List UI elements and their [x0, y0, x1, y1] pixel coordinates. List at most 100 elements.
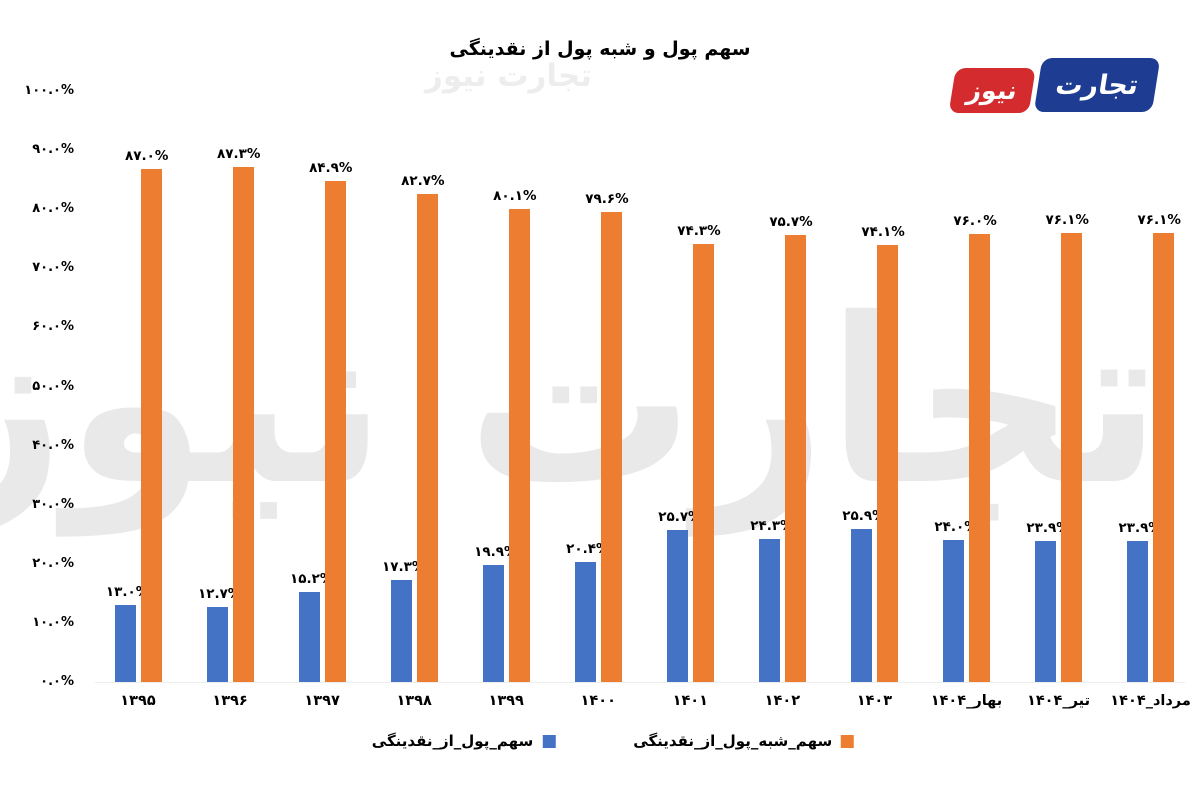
bar-value-label: ۲۴.۰% — [934, 519, 978, 536]
bar-quasi-money: ۸۷.۳% — [217, 146, 260, 682]
bar-column: ۸۲.۷% — [401, 92, 444, 682]
bar-value-label: ۸۴.۹% — [309, 160, 353, 177]
bar-column: ۲۵.۹% — [842, 92, 886, 682]
bar-quasi-money: ۷۶.۱% — [1138, 212, 1181, 682]
bar-column: ۲۳.۹% — [1026, 92, 1070, 682]
bar-quasi-money: ۷۶.۰% — [953, 213, 997, 682]
bar-group: ۲۴.۰% ۷۶.۰% بهار_۱۴۰۴ — [931, 92, 1002, 709]
bar-group: ۱۷.۳% ۸۲.۷% ۱۳۹۸ — [382, 92, 444, 709]
bar-column: ۲۵.۷% — [658, 92, 702, 682]
bar-value-label: ۱۷.۳% — [382, 558, 426, 575]
bar-value-label: ۷۶.۱% — [1137, 212, 1181, 229]
bar-group: ۲۰.۴% ۷۹.۶% ۱۴۰۰ — [566, 92, 629, 709]
legend-item-quasi-money: سهم_شبه_پول_از_نقدینگی — [633, 732, 855, 750]
bar-money: ۱۳.۰% — [106, 584, 149, 682]
legend: سهم_پول_از_نقدینگی سهم_شبه_پول_از_نقدینگ… — [372, 732, 855, 750]
bar-value-label: ۸۲.۷% — [401, 173, 445, 190]
bar-column: ۷۹.۶% — [585, 92, 629, 682]
y-axis-tick: ۰.۰% — [40, 674, 74, 689]
bar-money: ۲۴.۰% — [934, 519, 978, 682]
logo-red-badge: نیوز — [948, 68, 1036, 113]
y-axis-tick: ۱۰۰.۰% — [24, 83, 74, 98]
bar-column: ۷۴.۱% — [861, 92, 905, 682]
bar-column: ۸۷.۰% — [125, 92, 168, 682]
bar-money: ۲۰.۴% — [566, 541, 610, 682]
bar-value-label: ۲۳.۹% — [1118, 520, 1162, 536]
logo-word-news: نیوز — [965, 76, 1020, 105]
bar-quasi-money: ۸۰.۱% — [493, 188, 537, 682]
bar-money: ۲۳.۹% — [1026, 520, 1070, 682]
bar-money: ۲۳.۹% — [1118, 520, 1162, 682]
bar-quasi-money: ۷۶.۱% — [1045, 212, 1089, 682]
bar-quasi-money: ۷۹.۶% — [585, 191, 629, 682]
bar-group: ۲۵.۷% ۷۴.۳% ۱۴۰۱ — [658, 92, 721, 709]
bar-value-label: ۲۵.۷% — [658, 509, 702, 526]
bar-group: ۲۴.۳% ۷۵.۷% ۱۴۰۲ — [750, 92, 813, 709]
bar-column: ۸۴.۹% — [309, 92, 352, 682]
bar-column: ۱۵.۲% — [290, 92, 333, 682]
bar-column: ۸۰.۱% — [493, 92, 537, 682]
y-axis-tick: ۵۰.۰% — [32, 378, 74, 394]
bar-value-label: ۱۵.۲% — [290, 571, 334, 588]
bar-group: ۲۳.۹% ۷۶.۱% تیر_۱۴۰۴ — [1026, 92, 1090, 709]
bar-column: ۷۶.۱% — [1138, 92, 1181, 682]
bar-group: ۱۵.۲% ۸۴.۹% ۱۳۹۷ — [290, 92, 352, 709]
bar-value-label: ۷۴.۱% — [861, 223, 905, 240]
bar-value-label: ۲۵.۹% — [842, 508, 886, 525]
bar-money: ۱۷.۳% — [382, 559, 425, 682]
bar-value-label: ۱۳.۰% — [105, 584, 150, 601]
bar-column: ۲۰.۴% — [566, 92, 610, 682]
x-axis-category-label: ۱۳۹۸ — [396, 693, 432, 709]
bar-value-label: ۷۴.۳% — [677, 222, 721, 239]
bar-group: ۲۵.۹% ۷۴.۱% ۱۴۰۳ — [842, 92, 905, 709]
x-axis-category-label: ۱۴۰۱ — [672, 693, 708, 709]
y-axis: ۱۰۰.۰% ۹۰.۰% ۸۰.۰% ۷۰.۰% ۶۰.۰% ۵۰.۰% ۴۰.۰% ۳۰.۰… — [0, 0, 78, 800]
bar-group: ۱۹.۹% ۸۰.۱% ۱۳۹۹ — [474, 92, 537, 709]
x-axis-category-label: ۱۳۹۵ — [120, 693, 156, 709]
bar-quasi-money: ۷۵.۷% — [769, 214, 813, 682]
bar-column: ۷۵.۷% — [769, 92, 813, 682]
bar-money: ۲۵.۹% — [842, 508, 886, 682]
bar-value-label: ۸۰.۱% — [493, 188, 537, 205]
x-axis-category-label: مرداد_۱۴۰۴ — [1110, 693, 1191, 709]
y-axis-tick: ۶۰.۰% — [32, 319, 74, 335]
y-axis-tick: ۷۰.۰% — [32, 260, 74, 276]
plot-area: ۱۳.۰% ۸۷.۰% ۱۳۹۵ ۱۲.۷% ۸۷.۳% ۱۳۹۶ ۱۵.۲% ۸۴.۹% ۱۳… — [95, 92, 1191, 709]
y-axis-tick: ۲۰.۰% — [32, 555, 74, 571]
y-axis-tick: ۸۰.۰% — [32, 201, 74, 217]
legend-swatch-blue — [542, 734, 556, 748]
bar-group: ۲۳.۹% ۷۶.۱% مرداد_۱۴۰۴ — [1110, 92, 1191, 709]
tejarat-news-logo: نیوز تجارت — [948, 58, 1161, 113]
bar-column: ۱۷.۳% — [382, 92, 425, 682]
bar-value-label: ۸۷.۳% — [217, 145, 261, 162]
bar-value-label: ۲۴.۳% — [750, 517, 794, 534]
x-axis-category-label: ۱۳۹۶ — [212, 693, 248, 709]
bar-value-label: ۲۳.۹% — [1026, 520, 1070, 536]
bar-quasi-money: ۸۴.۹% — [309, 160, 352, 682]
bar-group: ۱۳.۰% ۸۷.۰% ۱۳۹۵ — [106, 92, 168, 709]
y-axis-tick: ۱۰.۰% — [32, 614, 74, 630]
x-axis-category-label: ۱۴۰۰ — [580, 693, 616, 709]
bar-quasi-money: ۸۷.۰% — [125, 148, 168, 682]
bar-value-label: ۷۶.۱% — [1045, 212, 1089, 229]
bar-column: ۷۶.۰% — [953, 92, 997, 682]
bar-column: ۲۴.۳% — [750, 92, 794, 682]
x-axis-category-label: ۱۴۰۳ — [856, 693, 893, 709]
bar-column: ۷۴.۳% — [677, 92, 721, 682]
watermark-logo-small: تجارت نیوز — [425, 58, 592, 94]
bar-group: ۱۲.۷% ۸۷.۳% ۱۳۹۶ — [198, 92, 260, 709]
bar-value-label: ۱۹.۹% — [474, 543, 518, 560]
x-axis-category-label: ۱۳۹۷ — [304, 693, 340, 709]
bar-value-label: ۱۲.۷% — [197, 586, 242, 603]
bar-money: ۲۴.۳% — [750, 518, 794, 682]
logo-blue-badge: تجارت — [1033, 58, 1161, 112]
y-axis-tick: ۹۰.۰% — [32, 142, 74, 158]
chart-title: سهم پول و شبه پول از نقدینگی — [449, 38, 751, 60]
bar-value-label: ۷۵.۷% — [769, 214, 813, 231]
y-axis-tick: ۴۰.۰% — [32, 437, 74, 453]
bar-quasi-money: ۸۲.۷% — [401, 173, 444, 682]
bar-column: ۲۴.۰% — [934, 92, 978, 682]
bar-column: ۱۲.۷% — [198, 92, 241, 682]
legend-swatch-orange — [841, 734, 855, 748]
